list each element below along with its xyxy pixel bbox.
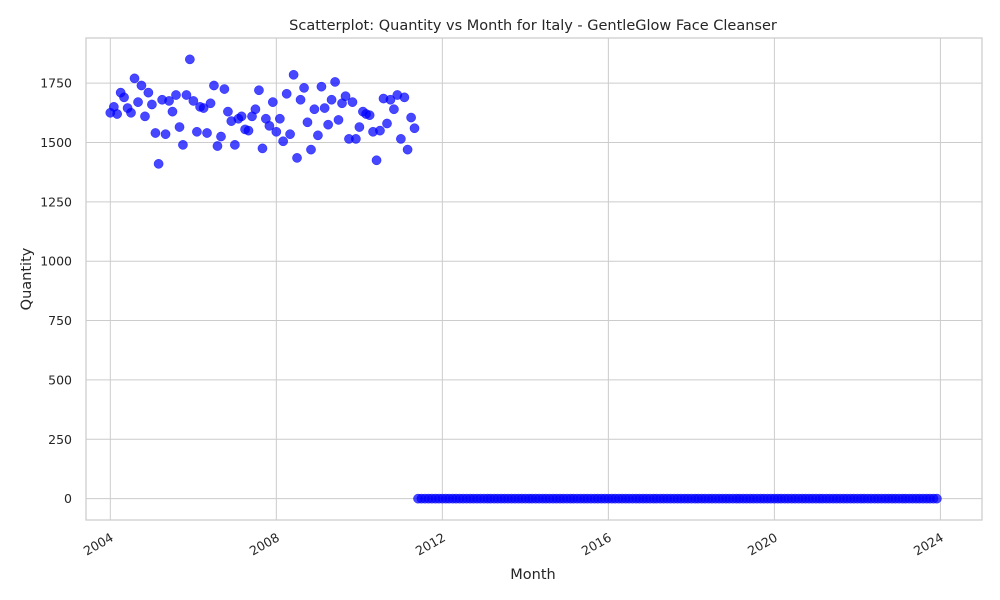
data-point [288, 69, 299, 80]
data-point [198, 103, 209, 113]
data-point [205, 98, 216, 109]
x-tick-labels: 2004 2008 2012 2016 2020 2024 [81, 530, 946, 559]
gridlines [86, 38, 982, 520]
data-point [375, 125, 385, 136]
data-point [140, 111, 150, 122]
data-point [326, 94, 337, 105]
data-point [364, 110, 375, 121]
y-tick-label: 1750 [40, 76, 72, 91]
data-point [396, 134, 406, 144]
data-point [351, 134, 361, 144]
data-point [285, 129, 295, 140]
data-point [136, 80, 147, 91]
data-point [409, 123, 420, 134]
data-point [371, 155, 382, 166]
data-point [292, 153, 302, 163]
data-point [306, 144, 316, 155]
data-point [340, 91, 351, 102]
data-point [164, 96, 174, 106]
data-point [402, 144, 413, 155]
data-point [178, 139, 188, 150]
data-point [160, 129, 171, 140]
data-point [219, 84, 230, 94]
y-tick-labels: 0 250 500 750 1000 1250 1500 1750 [40, 76, 72, 507]
data-point [281, 88, 292, 99]
data-point [212, 141, 223, 151]
data-point [143, 87, 154, 98]
data-point [309, 104, 320, 115]
data-points [105, 54, 942, 504]
data-point [216, 131, 226, 142]
y-axis-label: Quantity [19, 247, 35, 310]
y-tick-label: 0 [64, 491, 72, 506]
data-point [202, 128, 212, 138]
x-tick-label: 2008 [247, 530, 282, 559]
data-point [236, 111, 247, 122]
data-point [264, 121, 275, 131]
x-tick-label: 2016 [579, 530, 614, 559]
data-point [192, 126, 202, 137]
data-point [267, 97, 278, 107]
y-tick-label: 1000 [40, 254, 72, 269]
data-point [133, 97, 143, 107]
data-point [250, 104, 261, 115]
data-point [147, 99, 157, 110]
data-point [354, 122, 365, 132]
data-point [185, 54, 195, 65]
data-point [181, 90, 192, 100]
data-point [347, 97, 358, 107]
data-point [223, 106, 233, 117]
data-point [278, 136, 289, 147]
x-tick-label: 2004 [81, 530, 116, 559]
data-point [126, 107, 136, 118]
data-point [230, 139, 240, 150]
data-point [295, 94, 306, 105]
data-point [112, 109, 122, 119]
data-point [313, 130, 323, 141]
data-point [167, 106, 178, 117]
data-point [299, 83, 309, 93]
data-point [171, 90, 181, 100]
data-point [188, 96, 199, 106]
x-tick-label: 2020 [745, 530, 780, 559]
data-point [399, 92, 410, 103]
y-tick-label: 750 [48, 313, 72, 328]
data-point [129, 73, 140, 84]
data-point [302, 117, 313, 128]
data-point [330, 77, 340, 87]
data-point [209, 80, 219, 91]
data-point [119, 92, 129, 103]
data-point [150, 128, 161, 138]
y-tick-label: 1250 [40, 194, 72, 209]
data-point [275, 113, 285, 124]
data-point [257, 143, 268, 154]
data-point [333, 115, 344, 125]
y-tick-label: 250 [48, 432, 72, 447]
chart-title: Scatterplot: Quantity vs Month for Italy… [289, 18, 777, 34]
data-point [406, 112, 416, 123]
y-tick-label: 1500 [40, 135, 72, 150]
x-tick-label: 2024 [911, 530, 946, 559]
data-point [271, 126, 282, 137]
data-point [319, 103, 330, 113]
x-tick-label: 2012 [413, 530, 448, 559]
plot-frame [85, 37, 983, 521]
x-axis-label: Month [510, 567, 555, 583]
data-point [389, 104, 399, 115]
data-point [323, 119, 334, 130]
data-point [174, 122, 185, 132]
data-point [385, 94, 396, 105]
data-point [316, 81, 327, 92]
data-point [243, 125, 254, 136]
data-point [153, 158, 164, 169]
data-point [382, 118, 392, 129]
y-tick-label: 500 [48, 372, 72, 387]
data-point [932, 493, 942, 504]
data-point [254, 85, 264, 96]
